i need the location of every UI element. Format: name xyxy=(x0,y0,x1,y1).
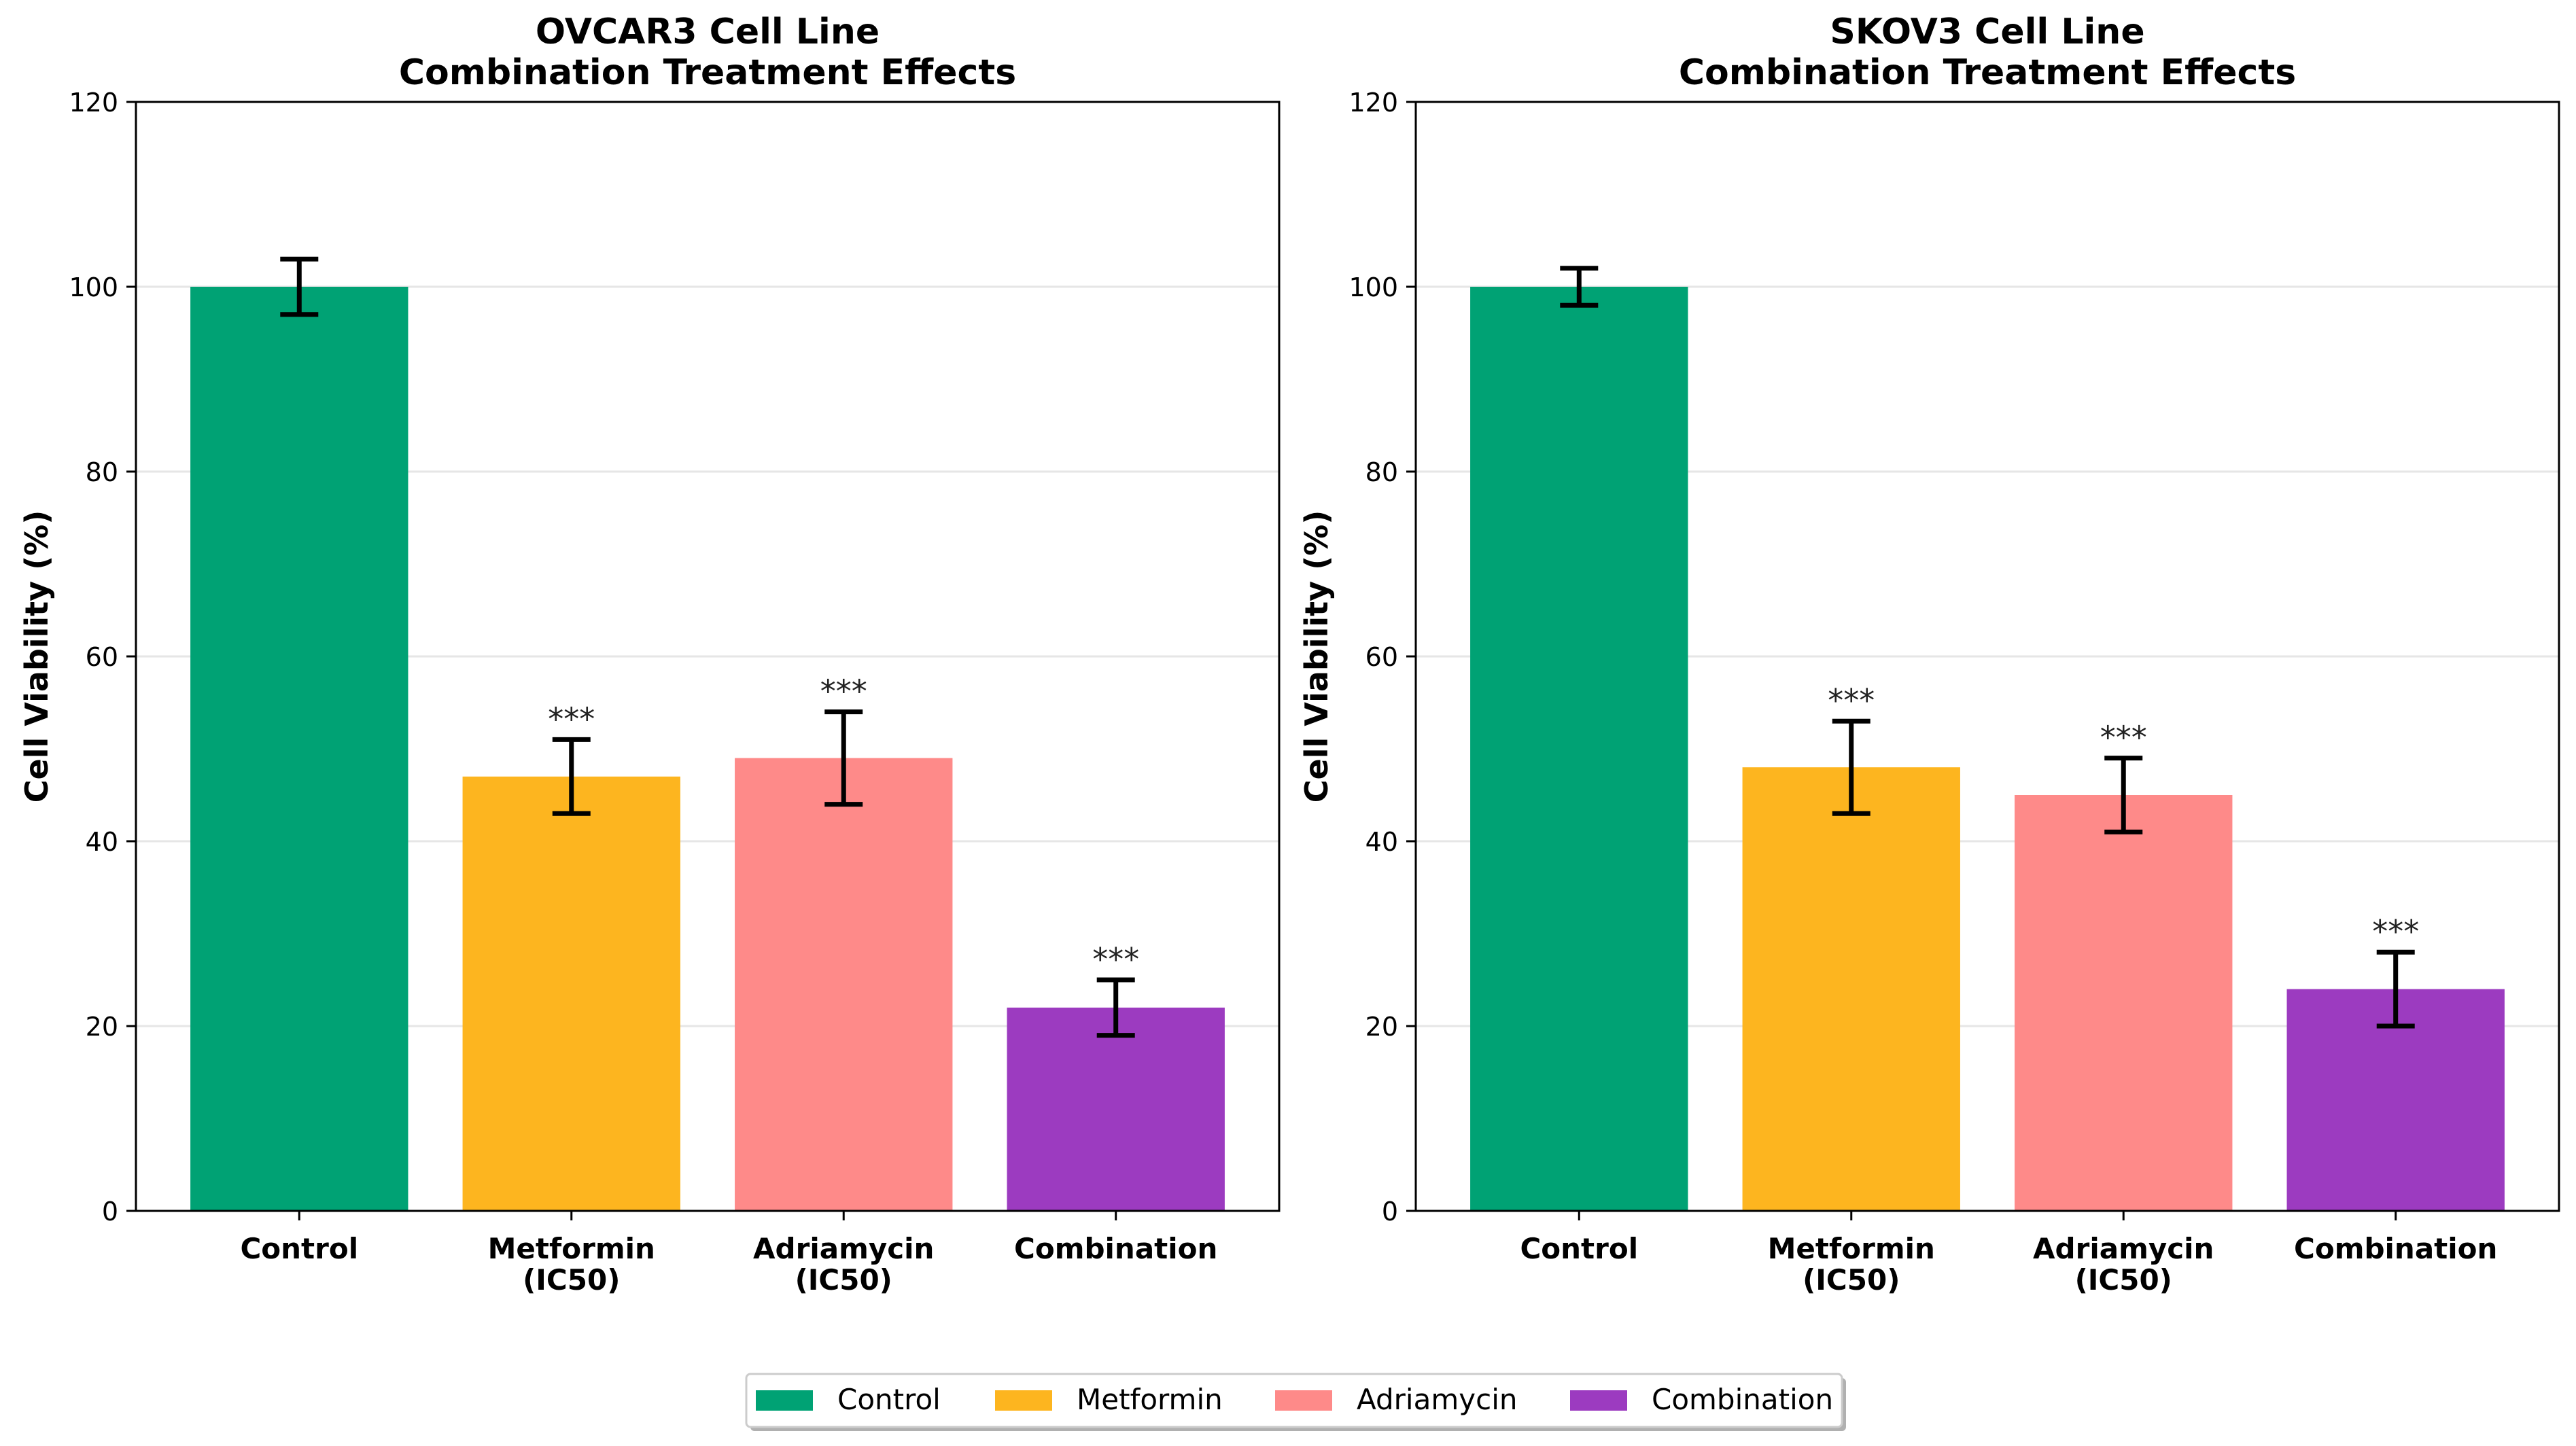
significance-label: *** xyxy=(2372,913,2419,950)
significance-label: *** xyxy=(820,673,867,710)
y-tick-label: 40 xyxy=(86,827,118,857)
error-bar xyxy=(2104,756,2143,834)
error-bar xyxy=(824,709,863,807)
y-tick-label: 120 xyxy=(1348,88,1398,118)
x-tick-label: Adriamycin xyxy=(2033,1232,2214,1265)
y-tick-label: 40 xyxy=(1365,827,1398,857)
error-bar xyxy=(1832,718,1870,816)
y-tick-label: 20 xyxy=(1365,1012,1398,1042)
bar-metformin xyxy=(1742,767,1960,1211)
error-bar xyxy=(1096,977,1135,1038)
y-tick-label: 120 xyxy=(69,88,118,118)
bar-control xyxy=(1470,287,1688,1211)
significance-label: *** xyxy=(1828,682,1875,719)
chart-title: OVCAR3 Cell Line xyxy=(536,12,880,52)
x-tick-label: Combination xyxy=(2294,1232,2497,1265)
error-bar xyxy=(552,737,591,816)
chart-panel-2: *** *** *** 0 20 40 60 80 100 120 Control Metformin… xyxy=(1298,12,2560,1297)
bar-combination xyxy=(1007,1007,1225,1211)
legend-label: Control xyxy=(837,1383,941,1416)
x-tick-label: (IC50) xyxy=(523,1263,620,1297)
significance-label: *** xyxy=(1092,941,1139,978)
legend-label: Adriamycin xyxy=(1357,1383,1517,1416)
legend-swatch xyxy=(995,1390,1052,1411)
y-tick-label: 80 xyxy=(86,457,118,487)
significance-label: *** xyxy=(2100,720,2147,756)
y-tick-label: 0 xyxy=(1382,1197,1398,1227)
chart-title: Combination Treatment Effects xyxy=(399,52,1016,93)
legend-label: Combination xyxy=(1652,1383,1833,1416)
legend-swatch xyxy=(756,1390,813,1411)
x-tick-label: (IC50) xyxy=(1803,1263,1900,1297)
chart-title: Combination Treatment Effects xyxy=(1679,52,2296,93)
x-tick-label: (IC50) xyxy=(2075,1263,2172,1297)
x-tick-label: Combination xyxy=(1014,1232,1217,1265)
y-axis-label: Cell Viability (%) xyxy=(18,510,55,803)
y-tick-label: 80 xyxy=(1365,457,1398,487)
error-bar xyxy=(1560,266,1599,308)
y-tick-label: 100 xyxy=(1348,272,1398,302)
legend-swatch xyxy=(1570,1390,1627,1411)
y-axis-label: Cell Viability (%) xyxy=(1298,510,1335,803)
x-tick-label: Metformin xyxy=(488,1232,655,1265)
legend-swatch xyxy=(1275,1390,1332,1411)
y-tick-label: 100 xyxy=(69,272,118,302)
x-tick-label: Metformin xyxy=(1768,1232,1935,1265)
y-tick-label: 60 xyxy=(86,642,118,672)
error-bar xyxy=(2376,949,2415,1029)
legend: Control Metformin Adriamycin Combination xyxy=(745,1373,1846,1431)
error-bar xyxy=(280,256,319,317)
bar-control xyxy=(190,287,408,1211)
x-tick-label: Control xyxy=(240,1232,358,1265)
y-tick-label: 20 xyxy=(86,1012,118,1042)
x-tick-label: Adriamycin xyxy=(753,1232,934,1265)
x-tick-label: (IC50) xyxy=(795,1263,892,1297)
chart-title: SKOV3 Cell Line xyxy=(1830,12,2144,52)
legend-label: Metformin xyxy=(1077,1383,1223,1416)
y-tick-label: 60 xyxy=(1365,642,1398,672)
bar-adriamycin xyxy=(2015,795,2233,1211)
chart-panel-1: *** *** *** 0 20 40 60 80 100 120 Control Metformin… xyxy=(18,12,1281,1297)
significance-label: *** xyxy=(548,701,595,737)
x-tick-label: Control xyxy=(1520,1232,1638,1265)
y-tick-label: 0 xyxy=(102,1197,118,1227)
bar-metformin xyxy=(462,776,680,1211)
bar-adriamycin xyxy=(735,758,953,1211)
